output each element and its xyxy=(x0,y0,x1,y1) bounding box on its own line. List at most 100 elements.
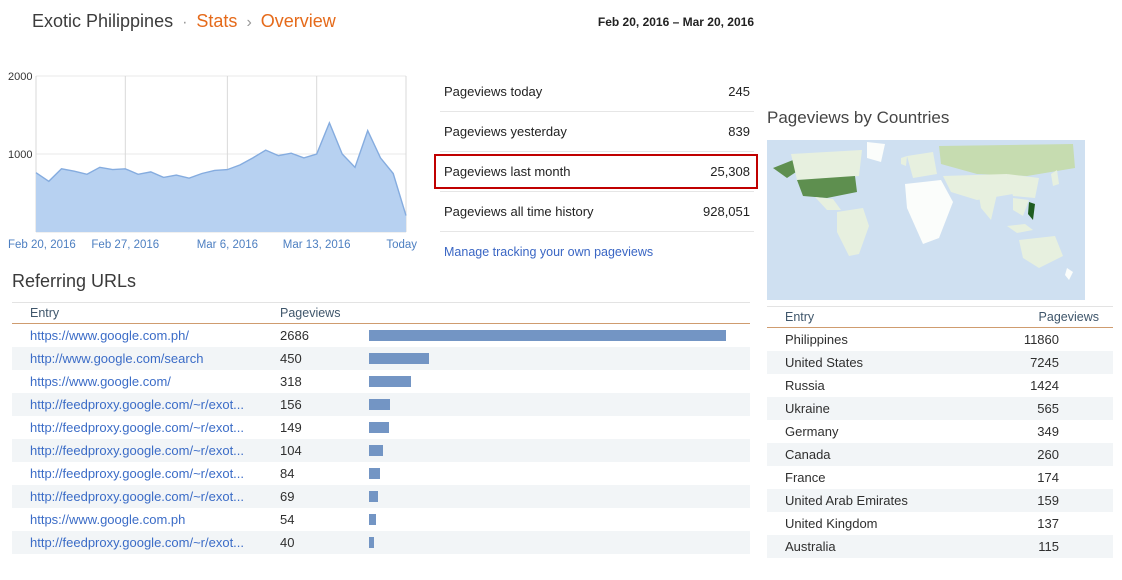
pageviews-bar-track xyxy=(357,399,750,410)
country-name: France xyxy=(785,470,826,485)
referring-url-row: http://feedproxy.google.com/~r/exot... 40 xyxy=(12,531,750,554)
map-region-russia xyxy=(939,144,1075,176)
stat-label: Pageviews today xyxy=(444,84,543,99)
countries-pageviews-column-header: Pageviews xyxy=(1038,310,1099,324)
country-name: Canada xyxy=(785,447,831,462)
stat-value: 928,051 xyxy=(703,204,750,219)
pageviews-bar-track xyxy=(357,353,750,364)
country-name: Russia xyxy=(785,378,825,393)
country-name: Ukraine xyxy=(785,401,830,416)
referring-url-row: https://www.google.com.ph 54 xyxy=(12,508,750,531)
chart-x-tick-label: Today xyxy=(386,239,417,251)
country-row: Ukraine 565 xyxy=(767,397,1113,420)
referring-url-link[interactable]: https://www.google.com.ph xyxy=(30,512,186,527)
referring-url-row: http://feedproxy.google.com/~r/exot... 15… xyxy=(12,393,750,416)
map-region-indonesia xyxy=(1007,224,1033,233)
map-region-united-kingdom xyxy=(901,156,907,166)
referring-url-row: https://www.google.com.ph/2686 xyxy=(12,324,750,347)
pageviews-bar xyxy=(369,399,390,410)
map-region-new-zealand xyxy=(1065,268,1073,280)
pageviews-bar xyxy=(369,468,381,479)
referring-url-row: https://www.google.com/318 xyxy=(12,370,750,393)
country-name: United States xyxy=(785,355,864,370)
countries-table: Entry Pageviews Philippines 11860 United S… xyxy=(767,306,1113,558)
referring-pageviews-column-header: Pageviews xyxy=(280,306,341,320)
country-pageviews: 137 xyxy=(1037,516,1059,531)
country-name: Germany xyxy=(785,424,839,439)
referring-url-link[interactable]: https://www.google.com/ xyxy=(30,374,171,389)
country-pageviews: 1424 xyxy=(1030,378,1059,393)
map-region-east-asia xyxy=(1007,174,1039,198)
country-name: United Kingdom xyxy=(785,516,878,531)
site-title: Exotic Philippines xyxy=(32,11,174,31)
country-pageviews: 7245 xyxy=(1030,355,1059,370)
country-pageviews: 174 xyxy=(1037,470,1059,485)
referring-url-row: http://feedproxy.google.com/~r/exot... 84 xyxy=(12,462,750,485)
map-region-japan xyxy=(1051,170,1059,186)
referring-url-link[interactable]: http://feedproxy.google.com/~r/exot... xyxy=(30,489,245,504)
breadcrumb: Exotic Philippines · Stats › Overview xyxy=(32,11,336,32)
chart-x-tick-label: Mar 13, 2016 xyxy=(283,239,351,251)
referring-url-row: http://feedproxy.google.com/~r/exot... 14… xyxy=(12,416,750,439)
country-name: Philippines xyxy=(785,332,848,347)
pageviews-bar xyxy=(369,422,389,433)
referring-url-link[interactable]: http://feedproxy.google.com/~r/exot... xyxy=(30,466,245,481)
map-region-southeast-asia xyxy=(1013,198,1029,216)
pageviews-bar xyxy=(369,514,377,525)
map-region-canada xyxy=(791,150,862,180)
referring-url-pageviews: 69 xyxy=(280,489,295,504)
nav-overview-link[interactable]: Overview xyxy=(260,11,336,31)
map-region-greenland xyxy=(867,142,885,162)
referring-table-header: Entry Pageviews xyxy=(12,302,750,324)
country-row: United Arab Emirates 159 xyxy=(767,489,1113,512)
countries-table-header: Entry Pageviews xyxy=(767,306,1113,328)
pageviews-summary-row: Pageviews yesterday 839 xyxy=(440,112,754,152)
referring-url-row: http://feedproxy.google.com/~r/exot... 69 xyxy=(12,485,750,508)
pageviews-bar-track xyxy=(357,330,750,341)
pageviews-bar-track xyxy=(357,376,750,387)
referring-url-link[interactable]: http://feedproxy.google.com/~r/exot... xyxy=(30,397,245,412)
referring-url-pageviews: 54 xyxy=(280,512,295,527)
pageviews-bar-track xyxy=(357,445,750,456)
country-row: Germany 349 xyxy=(767,420,1113,443)
referring-url-pageviews: 104 xyxy=(280,443,302,458)
manage-tracking-link[interactable]: Manage tracking your own pageviews xyxy=(444,245,654,259)
countries-panel: Pageviews by Countries xyxy=(767,108,1113,558)
map-region-alaska xyxy=(773,160,799,178)
country-pageviews: 565 xyxy=(1037,401,1059,416)
referring-url-row: http://feedproxy.google.com/~r/exot... 10… xyxy=(12,439,750,462)
breadcrumb-chevron-icon: › xyxy=(246,14,252,31)
country-row: United Kingdom 137 xyxy=(767,512,1113,535)
world-map xyxy=(767,140,1085,300)
referring-table-body: https://www.google.com.ph/2686 http://www… xyxy=(12,324,750,554)
pageviews-chart-panel: 1000 2000 Feb 20, 2016 Feb 27, 2016 Mar 6, 2… xyxy=(6,64,418,260)
nav-stats-link[interactable]: Stats xyxy=(196,11,238,31)
chart-line xyxy=(35,120,407,216)
pageviews-bar-track xyxy=(357,422,750,433)
referring-url-link[interactable]: http://www.google.com/search xyxy=(30,351,204,366)
referring-url-link[interactable]: https://www.google.com.ph/ xyxy=(30,328,189,343)
chart-y-tick-label: 1000 xyxy=(8,149,32,161)
map-region-africa xyxy=(905,180,953,244)
countries-table-body: Philippines 11860 United States 7245 Russia 1… xyxy=(767,328,1113,558)
country-pageviews: 11860 xyxy=(1023,332,1059,347)
country-row: France 174 xyxy=(767,466,1113,489)
referring-url-link[interactable]: http://feedproxy.google.com/~r/exot... xyxy=(30,535,245,550)
map-region-philippines xyxy=(1028,202,1035,220)
pageviews-bar-track xyxy=(357,537,750,548)
referring-url-link[interactable]: http://feedproxy.google.com/~r/exot... xyxy=(30,420,245,435)
country-pageviews: 115 xyxy=(1038,539,1059,554)
pageviews-area-chart: 1000 2000 Feb 20, 2016 Feb 27, 2016 Mar 6, 2… xyxy=(8,71,417,251)
pageviews-bar-track xyxy=(357,514,750,525)
map-region-australia xyxy=(1019,236,1063,268)
referring-url-row: http://www.google.com/search 450 xyxy=(12,347,750,370)
chart-x-tick-label: Feb 20, 2016 xyxy=(8,239,76,251)
country-row: Australia 115 xyxy=(767,535,1113,558)
referring-urls-panel: Referring URLs Entry Pageviews https://w… xyxy=(12,271,750,554)
stat-label: Pageviews all time history xyxy=(444,204,594,219)
referring-url-pageviews: 84 xyxy=(280,466,295,481)
breadcrumb-dot: · xyxy=(182,14,188,31)
map-region-europe xyxy=(907,152,937,178)
referring-url-link[interactable]: http://feedproxy.google.com/~r/exot... xyxy=(30,443,245,458)
date-range: Feb 20, 2016 – Mar 20, 2016 xyxy=(597,15,754,29)
